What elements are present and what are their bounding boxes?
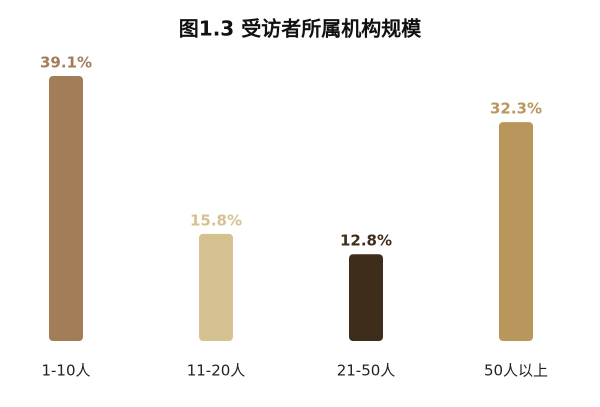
value-label: 15.8% <box>190 211 242 229</box>
x-tick-label: 11-20人 <box>187 362 246 380</box>
bar <box>499 122 533 341</box>
value-label: 32.3% <box>490 100 542 118</box>
x-tick-label: 1-10人 <box>41 362 90 380</box>
value-label: 12.8% <box>340 232 392 250</box>
value-label: 39.1% <box>40 54 92 72</box>
x-tick-label: 21-50人 <box>337 362 396 380</box>
chart-title: 图1.3 受访者所属机构规模 <box>179 17 422 41</box>
x-tick-label: 50人以上 <box>484 362 548 380</box>
bar <box>49 76 83 341</box>
bar <box>349 254 383 341</box>
bar <box>199 233 233 341</box>
